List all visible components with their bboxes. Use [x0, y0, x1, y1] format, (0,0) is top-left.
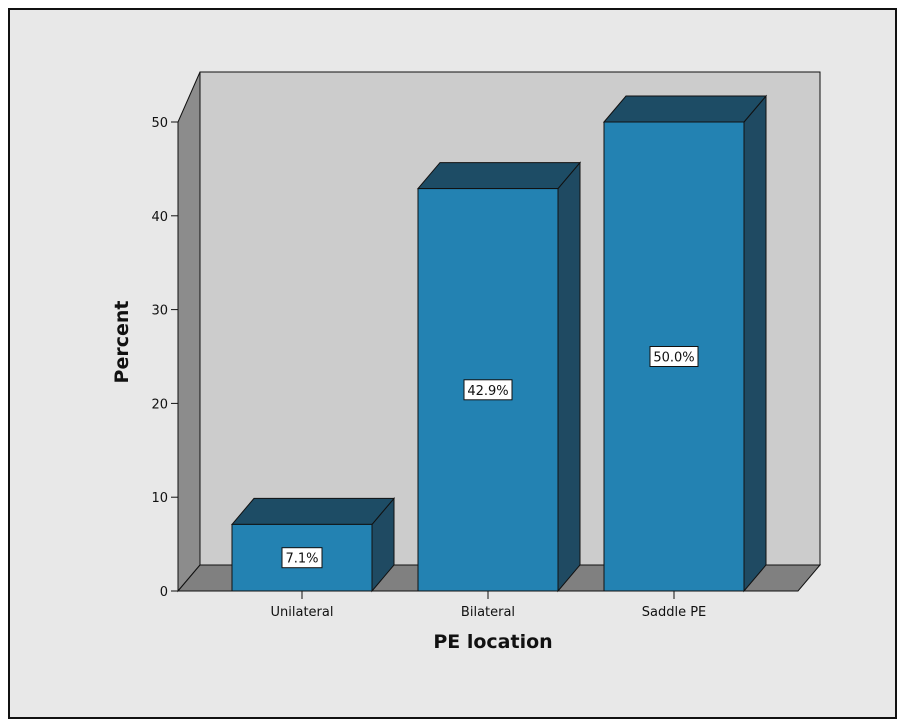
data-label: 42.9% [467, 384, 508, 399]
y-axis: 0 10 20 30 40 50 [151, 116, 179, 600]
bar-side [557, 161, 581, 593]
x-tick-label: Bilateral [461, 605, 515, 620]
data-label-box [649, 346, 699, 367]
x-axis-title: PE location [433, 631, 552, 653]
bar-top [602, 95, 768, 123]
y-tick-label: 30 [151, 304, 168, 319]
y-tick-label: 10 [151, 491, 168, 506]
x-axis: Unilateral Bilateral Saddle PE [178, 590, 798, 620]
y-tick-label: 20 [151, 397, 168, 412]
x-tick-label: Saddle PE [642, 605, 707, 620]
bar-saddle-pe: 50.0% [602, 94, 768, 593]
bars: 7.1% 42.9% 50.0% [230, 94, 768, 593]
data-label: 7.1% [285, 552, 318, 567]
bar-unilateral: 7.1% [230, 497, 396, 593]
y-tick-label: 0 [160, 585, 168, 600]
x-tick-label: Unilateral [271, 605, 334, 620]
bar-top [416, 162, 582, 190]
bar-side [743, 94, 767, 593]
data-label: 50.0% [653, 351, 694, 366]
y-tick-label: 40 [151, 210, 168, 225]
y-tick-label: 50 [151, 116, 168, 131]
bar-top [230, 497, 396, 525]
left-wall [177, 71, 201, 593]
data-label-box [281, 547, 323, 569]
data-label-box [463, 379, 513, 401]
bar-bilateral: 42.9% [416, 161, 582, 593]
y-axis-title: Percent [111, 301, 133, 384]
